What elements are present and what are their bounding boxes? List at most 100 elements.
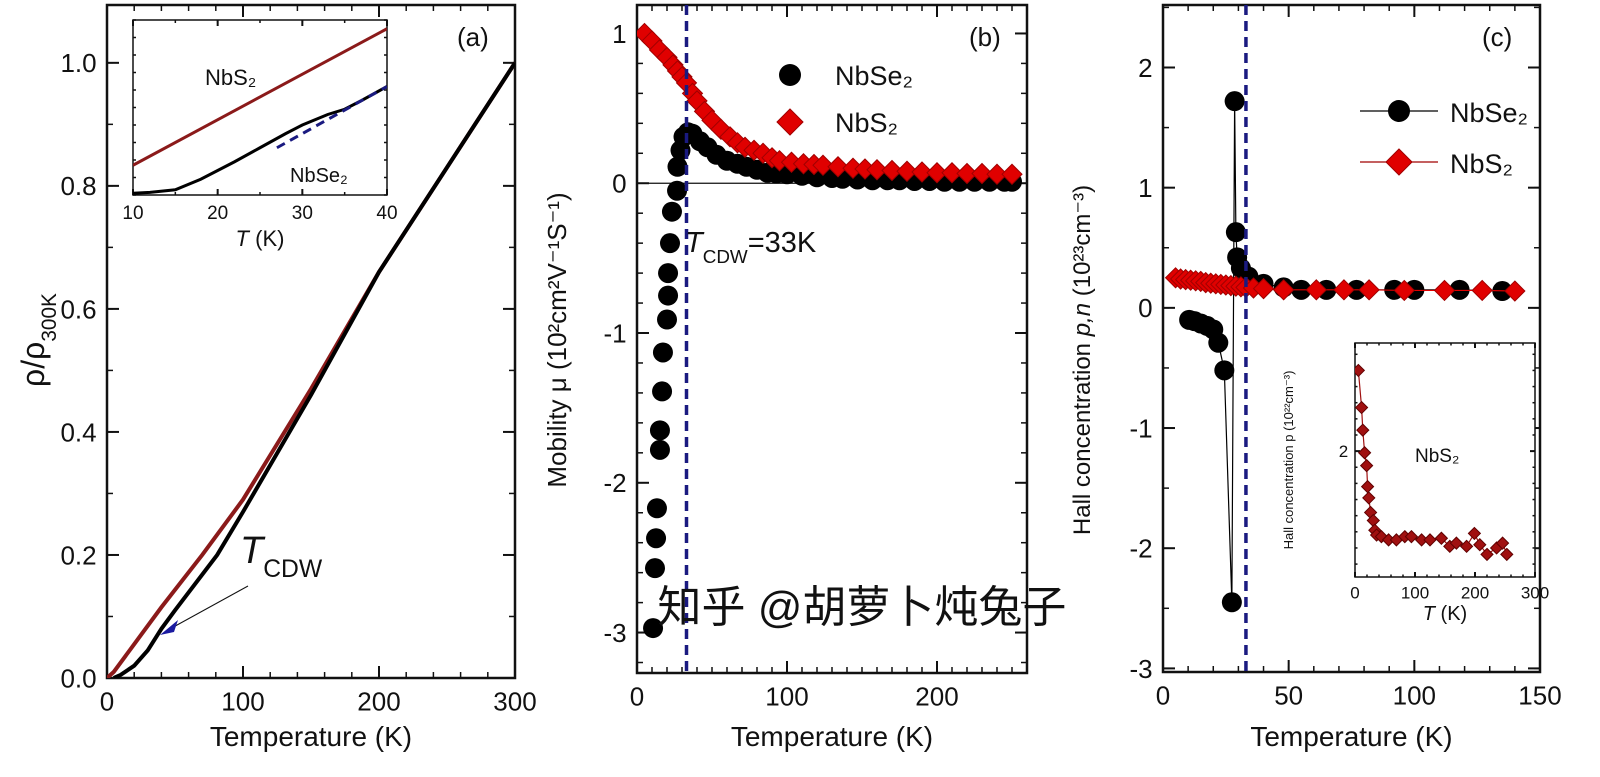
circle-point — [646, 498, 667, 519]
label-part: p,n — [1069, 303, 1096, 337]
x-tick-label: 200 — [1461, 583, 1489, 602]
legend-diamond-icon — [776, 108, 804, 136]
tcdw-annotation: TCDW — [240, 530, 323, 583]
x-tick-label: 300 — [493, 687, 536, 717]
diamond-point — [956, 162, 978, 185]
y-tick-label: 2 — [1138, 53, 1152, 83]
diamond-point — [1459, 539, 1474, 554]
series-line-2 — [276, 85, 387, 150]
label-part: (10²³cm⁻³) — [1069, 185, 1096, 303]
circle-point — [667, 180, 688, 201]
y-axis-label: Hall concentration p,n (10²³cm⁻³) — [1069, 185, 1096, 535]
diamond-point — [1356, 423, 1370, 437]
y-tick-label: -2 — [1129, 534, 1152, 564]
diamond-point — [926, 162, 948, 184]
circle-point — [649, 420, 670, 441]
y-tick-label: 0.8 — [60, 171, 96, 201]
series-line-1 — [112, 61, 515, 678]
plot-area — [107, 61, 515, 678]
y-tick-label: 1 — [1138, 173, 1152, 203]
diamond-point — [866, 159, 888, 181]
label-part: T — [1423, 603, 1437, 625]
x-tick-label: 100 — [1401, 583, 1429, 602]
x-axis-label: Temperature (K) — [1250, 721, 1452, 752]
y-tick-label: 0.2 — [60, 540, 96, 570]
diamond-point — [1449, 536, 1464, 550]
y-tick-label: 0 — [1138, 293, 1152, 323]
diamond-point — [1500, 547, 1514, 562]
circle-point — [667, 156, 688, 177]
diamond-point — [1433, 279, 1456, 302]
label-part: ρ/ρ — [15, 342, 51, 387]
y-tick-label: -3 — [1129, 654, 1152, 684]
label-part: T — [240, 530, 266, 572]
diamond-point — [986, 163, 1008, 185]
circle-point — [657, 309, 677, 330]
circle-point — [646, 528, 667, 549]
diamond-point — [1359, 458, 1374, 473]
diamond-point — [1495, 536, 1510, 550]
series-line-0 — [133, 27, 387, 167]
x-tick-label: 20 — [207, 203, 228, 224]
y-tick-label: 0.4 — [60, 417, 96, 447]
panel-b: 0 100 200 1 0 -1 -2 -3 (b) Temperature (K) Mobilit… — [542, 3, 1029, 752]
diamond-point — [896, 160, 918, 182]
diamond-point — [1504, 280, 1526, 302]
circle-point — [658, 263, 679, 284]
legend-diamond-icon — [1385, 148, 1413, 176]
diamond-point — [1355, 363, 1366, 378]
arrow-head-icon — [160, 620, 178, 635]
circle-point — [1221, 592, 1242, 613]
circle-point — [1224, 91, 1245, 112]
inset-y-label: Hall concentration p (10²²cm⁻³) — [1281, 371, 1296, 550]
x-tick-label: 40 — [376, 203, 397, 224]
circle-point — [652, 381, 673, 402]
y-tick-label: 1.0 — [60, 48, 96, 78]
circle-point — [1208, 332, 1229, 353]
label-part: T — [236, 226, 251, 251]
y-tick-label: 0.6 — [60, 294, 96, 324]
tcdw-arrow-line — [167, 585, 249, 631]
diamond-point — [1355, 400, 1369, 415]
x-tick-label: 200 — [357, 687, 400, 717]
label-part: (K) — [249, 226, 284, 251]
diamond-point — [1362, 491, 1376, 505]
circle-point — [649, 439, 670, 460]
x-tick-label: 10 — [122, 203, 143, 224]
y-tick-label: -1 — [603, 318, 626, 348]
circle-point — [660, 233, 680, 254]
diamond-point — [881, 159, 903, 182]
diamond-point — [1305, 279, 1328, 301]
label-part: CDW — [703, 246, 748, 267]
label-part: CDW — [263, 556, 323, 583]
plot-frame — [132, 19, 388, 196]
diamond-point — [911, 161, 933, 183]
label-part: (K) — [1435, 603, 1467, 625]
diamond-point — [1001, 163, 1023, 185]
inset-label-nbs2: NbS₂ — [1415, 446, 1459, 467]
x-tick-label: 100 — [1393, 681, 1436, 711]
y-tick-label: 0.0 — [60, 663, 96, 693]
panel-label: (c) — [1482, 22, 1512, 52]
label-part: T — [685, 227, 705, 259]
x-tick-label: 100 — [221, 687, 264, 717]
label-part: =33K — [748, 227, 817, 259]
panel-c-inset: 0 100 200 300 2 NbS₂ Hall concentration p (10²… — [1281, 342, 1549, 625]
panel-label: (b) — [969, 22, 1001, 52]
x-tick-label: 0 — [1350, 583, 1359, 602]
diamond-point — [1423, 533, 1437, 547]
plot-area — [1355, 363, 1514, 562]
y-tick-label: 2 — [1339, 442, 1348, 461]
legend-circle-icon — [779, 64, 801, 86]
diamond-point — [710, 118, 732, 141]
x-tick-label: 200 — [915, 682, 958, 712]
label-part: 300K — [38, 293, 61, 342]
diamond-point — [1272, 279, 1295, 301]
y-tick-label: -3 — [603, 618, 626, 648]
y-tick-label: 0 — [612, 169, 626, 199]
diamond-point — [1333, 279, 1355, 301]
plot-area — [637, 22, 1027, 639]
y-axis-label: Mobility μ (10²cm²V⁻¹S⁻¹) — [542, 192, 572, 487]
diamond-point — [1471, 279, 1493, 302]
